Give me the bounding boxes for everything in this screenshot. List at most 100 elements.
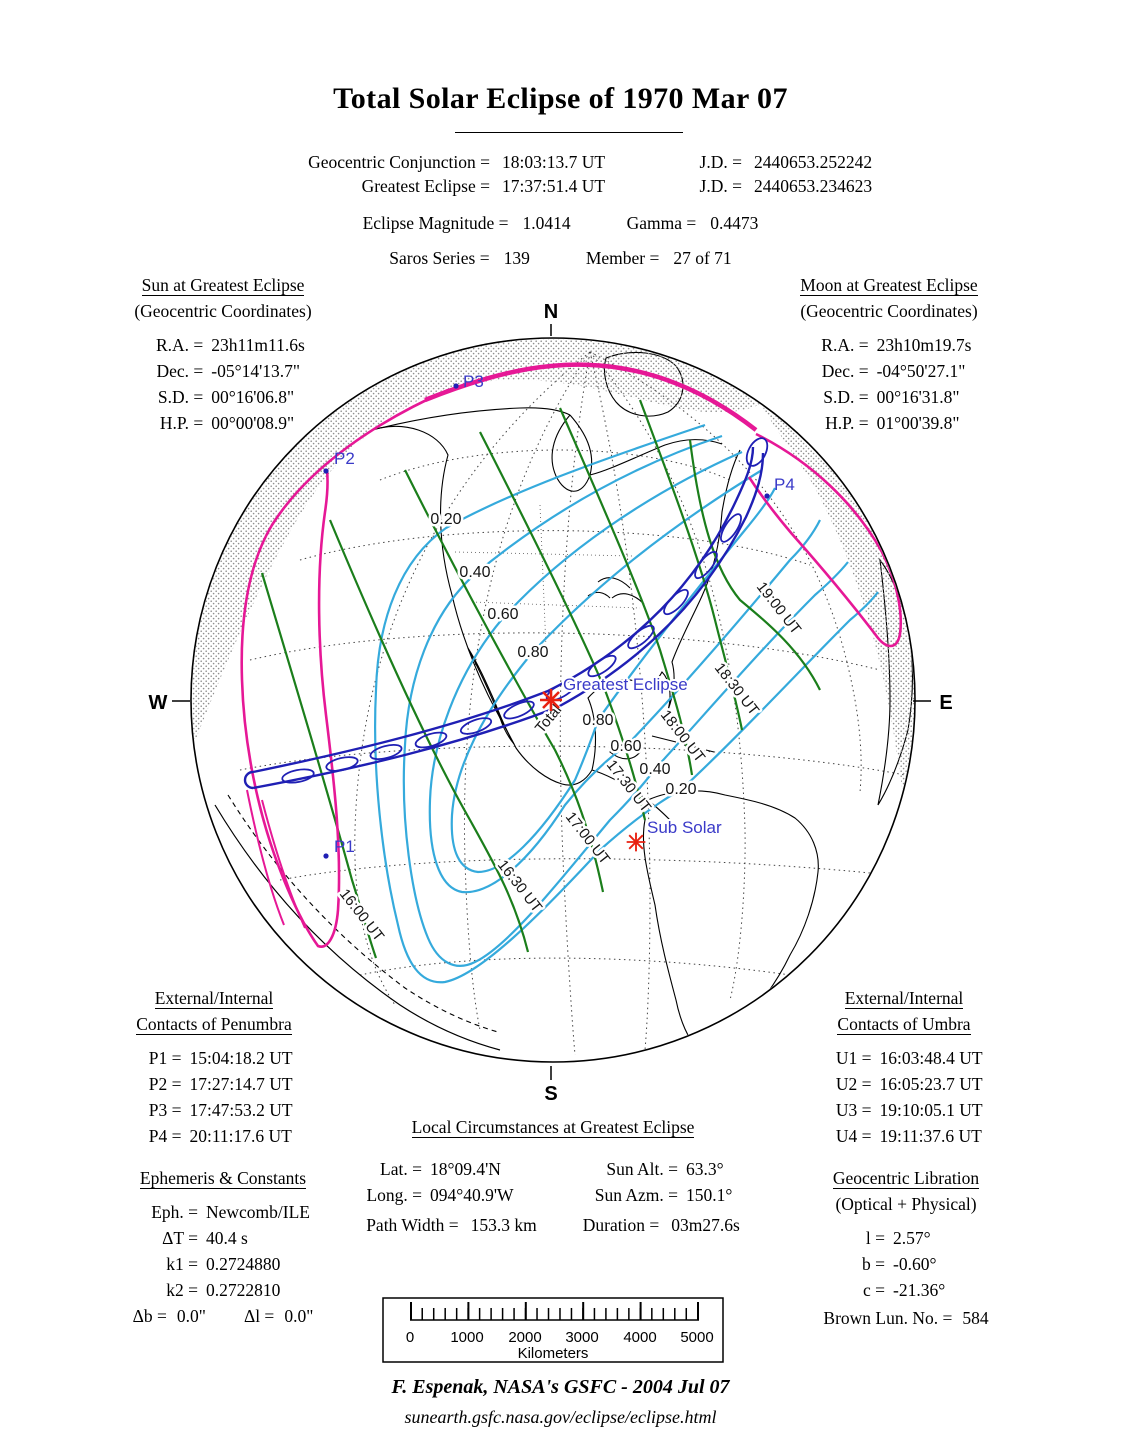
coastline-yucatan <box>609 743 641 760</box>
time-curve-1900 <box>688 439 821 691</box>
field-value: 094°40.9'W <box>430 1185 514 1205</box>
title-rule <box>455 132 683 133</box>
graticule-parallel <box>379 449 731 481</box>
umbra-outline <box>627 624 655 650</box>
scale-tick-label: 2000 <box>508 1329 541 1346</box>
penumbra-limits <box>240 362 903 948</box>
field-value: -21.36° <box>893 1280 946 1300</box>
umbra-path-south-edge <box>252 452 765 790</box>
field-value: 19:10:05.1 UT <box>879 1100 983 1120</box>
time-curve-1630 <box>328 519 530 953</box>
field-label: Eclipse Magnitude = <box>362 213 509 233</box>
magnitude-contour-060 <box>428 450 821 894</box>
field-label: Saros Series = <box>389 248 490 268</box>
umbra-outline <box>459 717 493 735</box>
state-borders <box>454 504 641 649</box>
time-curve-1600 <box>260 572 378 959</box>
contact-point-dots <box>323 383 770 859</box>
magnitude-label-nw-020: 0.20 <box>430 511 461 528</box>
penumbra-limit-north-band <box>424 362 758 432</box>
umbra-shadow-outlines <box>281 437 769 784</box>
field-value: 16:03:48.4 UT <box>879 1048 983 1068</box>
graticule-meridian <box>559 351 591 1056</box>
ephemeris-panel: Ephemeris & Constants Eph. = Newcomb/ILE … <box>92 1165 354 1329</box>
field-value: 20:11:17.6 UT <box>189 1126 292 1146</box>
scale-unit-label: Kilometers <box>518 1345 589 1362</box>
field-label: Sun Alt. = <box>606 1159 678 1179</box>
field-label: U1 = <box>835 1048 872 1068</box>
field-label: Duration = <box>582 1215 660 1235</box>
field-value: 18°09.4'N <box>430 1159 501 1179</box>
magnitude-label-se-040: 0.40 <box>639 761 670 778</box>
field-value: 18:03:13.7 UT <box>502 152 606 172</box>
field-value: 0.2724880 <box>206 1254 281 1274</box>
field-label: Δb = <box>132 1306 167 1326</box>
umbra-outline <box>663 588 689 616</box>
field-label: ΔT = <box>162 1228 198 1248</box>
sub-solar-label: Sub Solar <box>647 818 722 837</box>
field-label: H.P. = <box>159 413 204 433</box>
greatest-eclipse-label: Greatest Eclipse <box>563 675 688 694</box>
umbra-path <box>243 437 769 790</box>
libration-panel: Geocentric Libration (Optical + Physical… <box>786 1165 1026 1331</box>
graticule-parallel <box>299 530 811 566</box>
field-value: -05°14'13.7" <box>211 361 300 381</box>
penumbra-riseset-arc <box>246 789 285 926</box>
url-line: sunearth.gsfc.nasa.gov/eclipse/eclipse.h… <box>404 1407 717 1427</box>
umbra-contacts-panel: External/Internal Contacts of Umbra U1 =… <box>778 985 1030 1149</box>
field-label: c = <box>862 1280 885 1300</box>
field-value: 15:04:18.2 UT <box>189 1048 293 1068</box>
p1-dot <box>323 853 329 859</box>
field-value: 139 <box>503 248 530 268</box>
field-value: 19:11:37.6 UT <box>879 1126 982 1146</box>
field-value: 2.57° <box>893 1228 931 1248</box>
time-curve-1800 <box>558 407 694 776</box>
penumbra-limit-west-loop <box>240 388 449 948</box>
scale-bar: 0 1000 2000 3000 4000 5000 Kilometers <box>382 1297 724 1363</box>
penumbra-rows: P1 = 15:04:18.2 UT P2 = 17:27:14.7 UT P3 =… <box>135 1045 293 1149</box>
libration-subtitle: (Optical + Physical) <box>835 1194 977 1214</box>
scale-tick-label: 3000 <box>565 1329 598 1346</box>
umbra-outline <box>325 756 359 772</box>
field-label: P1 = <box>148 1048 182 1068</box>
magnitude-contour-020 <box>374 423 879 984</box>
ephemeris-delta-row: Δb = 0.0" Δl = 0.0" <box>92 1303 354 1329</box>
p3-dot <box>453 383 459 389</box>
moon-panel-title: Moon at Greatest Eclipse <box>800 275 978 296</box>
p2-label: P2 <box>334 449 355 468</box>
p4-dot <box>764 493 770 499</box>
field-label: Δl = <box>243 1306 275 1326</box>
field-value: 01°00'39.8" <box>876 413 960 433</box>
field-value: 23h10m19.7s <box>876 335 972 355</box>
local-title: Local Circumstances at Greatest Eclipse <box>411 1117 695 1138</box>
field-value: 0.0" <box>176 1306 206 1326</box>
umbra-outline-end <box>745 437 769 467</box>
field-label: P2 = <box>148 1074 182 1094</box>
magnitude-label-se-020: 0.20 <box>665 781 696 798</box>
penumbra-riseset-arc <box>261 799 306 929</box>
field-label: Path Width = <box>366 1215 459 1235</box>
libration-rows: l = 2.57° b = -0.60° c = -21.36° <box>849 1225 963 1303</box>
magnitude-contour-040 <box>402 434 849 967</box>
header-magnitude-line: Eclipse Magnitude = 1.0414 Gamma = 0.4473 <box>0 213 1121 234</box>
field-label: J.D. = <box>699 152 742 172</box>
brown-lunation-row: Brown Lun. No. = 584 <box>786 1305 1026 1331</box>
graticule-meridian <box>463 351 591 1031</box>
field-value: 17:27:14.7 UT <box>189 1074 293 1094</box>
sun-panel-title: Sun at Greatest Eclipse <box>141 275 305 296</box>
field-label: b = <box>862 1254 885 1274</box>
header-saros-line: Saros Series = 139 Member = 27 of 71 <box>0 248 1121 269</box>
sunrise-limit-line-dashed <box>227 794 499 1033</box>
greatest-eclipse-marker <box>540 689 562 711</box>
time-curve-1730 <box>479 431 647 821</box>
local-circumstances-panel: Local Circumstances at Greatest Eclipse … <box>318 1114 788 1238</box>
magnitude-label-nw-060: 0.60 <box>487 606 518 623</box>
penumbra-title-2: Contacts of Penumbra <box>136 1014 292 1035</box>
time-curves <box>260 399 821 959</box>
field-label: Brown Lun. No. = <box>823 1308 953 1328</box>
field-value: 0.0" <box>284 1306 314 1326</box>
coastline-canada-east <box>589 439 723 476</box>
sub-solar-marker <box>626 832 646 852</box>
field-label: Eph. = <box>151 1202 198 1222</box>
